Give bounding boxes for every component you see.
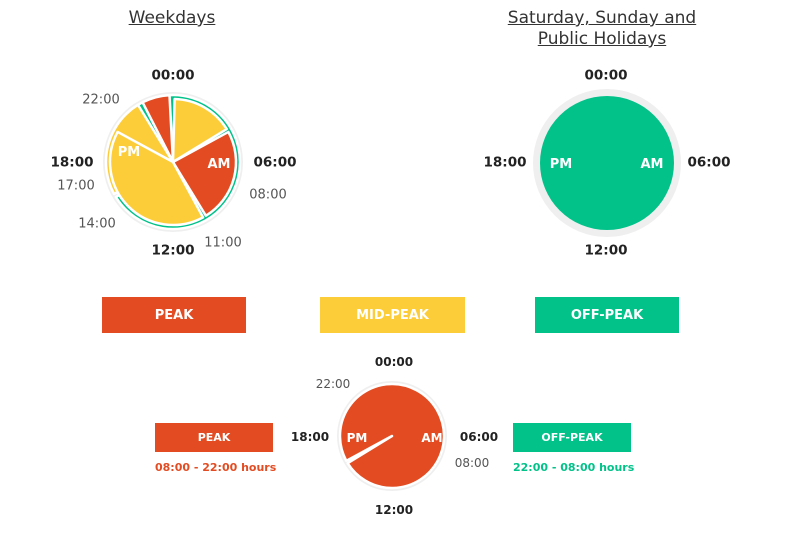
alt-pm-label: PM (347, 431, 368, 445)
alt-label-00: 00:00 (374, 355, 414, 369)
alt-off-peak-bar: OFF-PEAK (513, 423, 631, 452)
weekdays-label-06: 06:00 (253, 154, 297, 171)
alt-label-18: 18:00 (290, 430, 330, 444)
weekend-label-00: 00:00 (584, 67, 628, 84)
weekdays-am-label: AM (208, 157, 231, 172)
weekdays-label-00: 00:00 (151, 67, 195, 84)
alt-label-12: 12:00 (374, 503, 414, 517)
weekdays-segment-mid-peak-5 (108, 130, 205, 227)
legend-off-peak: OFF-PEAK (535, 297, 679, 333)
weekdays-clock: AM PM (103, 92, 243, 232)
weekdays-segment-peak-4 (171, 130, 238, 217)
weekdays-label-18: 18:00 (50, 154, 94, 171)
legend-peak: PEAK (102, 297, 246, 333)
alt-label-22: 22:00 (315, 377, 351, 391)
weekdays-pm-label: PM (118, 145, 140, 160)
alt-segment-peak (338, 382, 446, 490)
weekend-clock: PM AM (533, 89, 681, 237)
weekdays-label-22: 22:00 (82, 92, 120, 108)
weekdays-label-11: 11:00 (204, 235, 242, 251)
alt-peak-hours: 08:00 - 22:00 hours (155, 461, 277, 474)
weekend-label-06: 06:00 (687, 154, 731, 171)
weekend-title-line2: Public Holidays (537, 29, 667, 49)
weekend-segment-off-peak (540, 96, 674, 230)
weekdays-label-14: 14:00 (78, 216, 116, 232)
weekdays-label-12: 12:00 (151, 242, 195, 259)
weekdays-title: Weekdays (128, 8, 216, 28)
weekdays-segment-mid-peak-3 (171, 97, 228, 164)
alt-label-06: 06:00 (459, 430, 499, 444)
weekdays-label-08: 08:00 (249, 187, 287, 203)
alt-peak-bar: PEAK (155, 423, 273, 452)
weekend-pm-label: PM (550, 157, 572, 172)
weekend-am-label: AM (641, 157, 664, 172)
weekend-label-12: 12:00 (584, 242, 628, 259)
alt-am-label: AM (421, 431, 442, 445)
weekend-label-18: 18:00 (483, 154, 527, 171)
weekend-title-line1: Saturday, Sunday and (507, 8, 697, 28)
alt-off-peak-hours: 22:00 - 08:00 hours (513, 461, 635, 474)
weekend-title: Saturday, Sunday and Public Holidays (492, 8, 712, 50)
alt-clock: PM AM (337, 381, 447, 491)
legend-mid-peak: MID-PEAK (320, 297, 465, 333)
weekdays-label-17: 17:00 (57, 178, 95, 194)
weekdays-segment-peak-2 (141, 93, 175, 164)
alt-label-08: 08:00 (454, 456, 490, 470)
